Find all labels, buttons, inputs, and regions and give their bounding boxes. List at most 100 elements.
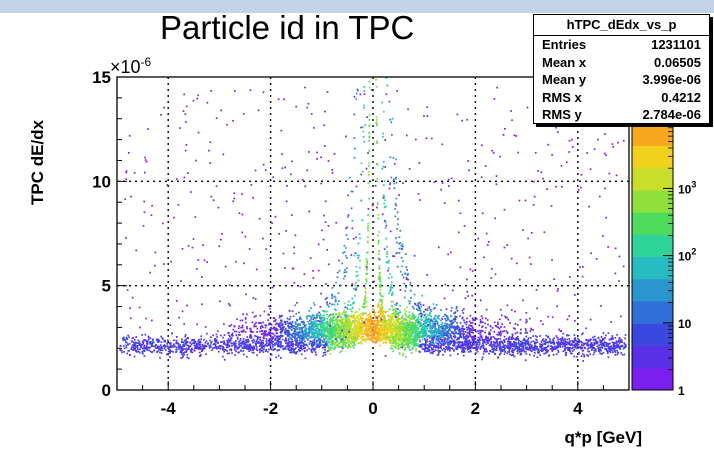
bin-mip xyxy=(334,336,337,339)
bin-band-1 xyxy=(390,281,393,284)
bin-mip xyxy=(326,320,329,323)
bin-mip xyxy=(480,329,483,332)
bin-mip xyxy=(345,331,348,334)
bin-mip xyxy=(249,327,251,330)
bin-band-2 xyxy=(337,292,340,295)
bin-band-1 xyxy=(490,341,492,343)
bin-mip xyxy=(466,336,469,339)
bin-band-2 xyxy=(214,338,216,340)
bin-band-1 xyxy=(298,336,301,339)
bin-band-0 xyxy=(611,349,613,352)
bin-band-2 xyxy=(574,339,577,342)
bin-band-2 xyxy=(148,341,151,344)
bin-band-0 xyxy=(365,300,367,303)
bin-band-1 xyxy=(265,348,268,351)
bin-mip xyxy=(240,326,242,329)
bin-mip xyxy=(286,320,289,323)
bin-mip xyxy=(434,325,437,328)
bin-band-1 xyxy=(506,340,509,343)
bin-mip xyxy=(358,321,361,324)
bin-band-0 xyxy=(478,341,480,343)
bin-band-1 xyxy=(424,339,427,342)
bin-mip xyxy=(435,338,438,341)
bin-band-2 xyxy=(413,317,415,320)
bin-band-2 xyxy=(324,298,327,300)
bin-band-2 xyxy=(592,336,594,339)
bin-mip xyxy=(346,332,348,335)
bin-mip xyxy=(288,336,291,338)
bin-mip xyxy=(405,337,408,339)
bin-band-1 xyxy=(507,345,510,347)
bin-band-2 xyxy=(135,350,138,353)
bin-mip xyxy=(322,321,324,324)
bin-band-1 xyxy=(243,340,245,343)
bin-band-1 xyxy=(568,348,571,351)
bin-band-0 xyxy=(301,341,304,344)
bin-band-0 xyxy=(184,348,186,350)
bin-mip xyxy=(427,321,430,323)
bin-band-1 xyxy=(319,339,321,341)
bin-mip xyxy=(275,329,277,332)
bin-mip xyxy=(379,309,381,312)
bin-mip xyxy=(438,330,441,333)
bin-band-1 xyxy=(363,90,366,92)
bin-band-2 xyxy=(464,331,467,333)
bin-band-1 xyxy=(187,337,189,340)
bin-mip xyxy=(481,321,484,324)
bin-band-1 xyxy=(313,341,316,344)
bin-band-2 xyxy=(198,340,201,343)
bin-band-0 xyxy=(392,345,395,348)
bin-band-2 xyxy=(265,337,268,340)
bin-band-0 xyxy=(262,351,265,353)
bin-mip xyxy=(447,318,450,321)
bin-mip xyxy=(472,329,475,331)
bin-band-0 xyxy=(576,355,578,358)
bin-band-0 xyxy=(272,349,275,351)
bin-band-1 xyxy=(185,342,188,345)
bin-band-2 xyxy=(410,296,412,299)
bin-band-2 xyxy=(389,118,391,121)
bin-mip xyxy=(359,337,362,340)
bin-band-0 xyxy=(295,341,297,344)
bin-band-1 xyxy=(605,348,607,351)
bin-band-2 xyxy=(498,346,501,349)
bin-band-0 xyxy=(233,344,236,347)
bin-band-2 xyxy=(130,346,133,349)
bin-band-0 xyxy=(179,350,182,352)
bin-band-0 xyxy=(340,350,343,352)
bin-band-1 xyxy=(619,348,622,350)
bin-band-0 xyxy=(497,356,499,359)
bin-mip xyxy=(306,314,309,317)
bin-band-2 xyxy=(274,339,277,341)
bin-band-2 xyxy=(604,334,607,337)
bin-mip xyxy=(400,334,402,337)
bin-band-2 xyxy=(570,343,573,346)
bin-mip xyxy=(397,319,400,322)
bin-band-0 xyxy=(367,225,369,228)
bin-mip xyxy=(298,332,300,335)
bin-mip xyxy=(328,335,331,338)
bin-band-2 xyxy=(479,331,482,334)
bin-band-1 xyxy=(167,353,169,356)
bin-band-1 xyxy=(401,327,404,330)
bin-band-2 xyxy=(495,338,497,340)
bin-band-2 xyxy=(304,340,306,343)
bin-band-0 xyxy=(427,346,430,349)
bin-band-1 xyxy=(134,347,136,350)
bin-band-0 xyxy=(342,342,345,345)
bin-mip xyxy=(505,330,508,333)
bin-band-0 xyxy=(530,346,532,349)
bin-band-1 xyxy=(382,110,385,113)
bin-band-1 xyxy=(247,347,250,349)
bin-band-1 xyxy=(528,348,530,351)
bin-band-0 xyxy=(483,350,485,353)
bin-band-0 xyxy=(491,348,494,351)
bin-band-0 xyxy=(379,277,381,280)
bin-band-2 xyxy=(414,302,416,305)
bin-mip xyxy=(315,323,317,326)
bin-band-0 xyxy=(530,349,532,352)
bin-band-0 xyxy=(377,234,379,237)
bin-band-2 xyxy=(161,347,163,350)
bin-mip xyxy=(428,329,431,332)
bin-band-2 xyxy=(288,333,291,335)
